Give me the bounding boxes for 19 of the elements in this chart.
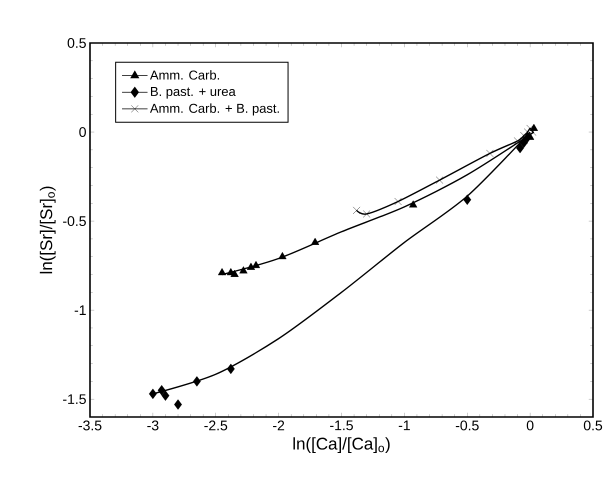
x-tick-label: -1.5 [330, 420, 353, 430]
x-tick-label: -2.5 [204, 420, 228, 430]
y-tick-label: 0 [79, 127, 86, 137]
x-tick-label: 0 [526, 420, 534, 430]
y-tick-label: -0.5 [63, 216, 86, 226]
y-tick-label: -1 [74, 305, 86, 315]
x-tick-label: -3.5 [78, 420, 102, 430]
x-tick-label: -1 [398, 420, 410, 430]
x-tick-label: -0.5 [456, 420, 479, 430]
y-tick-label: 0.5 [68, 38, 86, 48]
x-tick-label: 0.5 [584, 420, 602, 430]
y-axis-title: ln([Sr]/[Sr]$_{o}$) [40, 186, 56, 274]
legend-label: Amm. Carb. [150, 70, 220, 80]
x-tick-label: -2 [273, 420, 284, 430]
y-tick-label: -1.5 [63, 394, 86, 404]
legend-label: Amm. Carb. + B. past. [150, 103, 279, 116]
x-tick-label: -3 [147, 420, 158, 430]
x-axis-title: ln([Ca]/[Ca]$_{o}$) [293, 437, 390, 454]
legend-label: B. past. + urea [150, 87, 236, 99]
